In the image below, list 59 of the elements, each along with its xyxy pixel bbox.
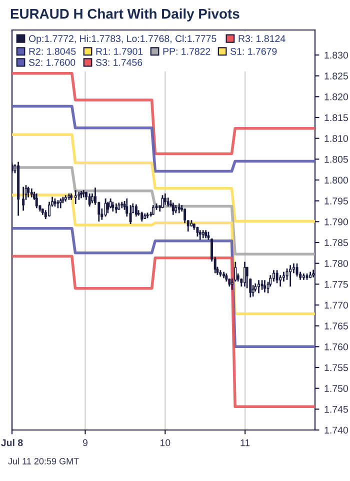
candlestick [263, 280, 266, 292]
candlestick [114, 203, 118, 214]
candlestick [249, 278, 252, 298]
candlestick [178, 203, 180, 214]
y-tick-label: 1.830 [324, 52, 348, 59]
y-tick-label: 1.810 [324, 135, 348, 142]
legend-label: S2: 1.7600 [28, 59, 76, 66]
y-tick-label: 1.775 [324, 281, 348, 288]
y-tick-label: 1.780 [324, 260, 348, 267]
text: Jul 11 20:59 GMT [8, 458, 79, 464]
candlestick [279, 275, 282, 287]
candlestick [74, 190, 77, 204]
x-tick-label: 9 [83, 439, 88, 446]
legend-label: R2: 1.8045 [29, 48, 76, 55]
y-tick-label: 1.790 [324, 218, 348, 226]
candlestick [198, 230, 202, 240]
candlestick [30, 188, 33, 198]
y-tick-label: 1.740 [324, 426, 348, 434]
candlestick [59, 198, 62, 208]
y-tick-label: 1.820 [324, 93, 348, 100]
legend-label: PP: 1.7822 [163, 48, 210, 55]
y-tick-label: 1.825 [324, 72, 348, 80]
y-tick-label: 1.805 [324, 156, 348, 163]
y-tick-label: 1.765 [324, 322, 348, 330]
candlestick [129, 205, 132, 224]
candlestick [22, 186, 25, 211]
candlestick [27, 186, 30, 198]
candlestick [104, 198, 107, 217]
candlestick [164, 193, 166, 205]
x-tick-label: Jul 8 [1, 439, 23, 446]
y-tick-label: 1.750 [324, 385, 348, 392]
legend-label: Op:1.7772, Hi:1.7783, Lo:1.7768, Cl:1.7775 [28, 34, 216, 44]
chart-title: EURAUD H Chart With Daily Pivots [10, 8, 240, 22]
candlestick [260, 280, 264, 290]
y-tick-label: 1.815 [324, 114, 348, 122]
candlestick [134, 204, 138, 217]
legend-label: R3: 1.8124 [238, 35, 286, 42]
y-tick-label: 1.755 [324, 364, 348, 372]
y-tick-label: 1.760 [324, 343, 348, 350]
candlestick [106, 202, 110, 214]
y-tick-label: 1.800 [324, 176, 348, 184]
legend-label: S3: 1.7456 [96, 59, 142, 66]
legend-label: R1: 1.7901 [96, 48, 143, 55]
y-tick-label: 1.745 [324, 406, 348, 413]
candlestick [276, 270, 278, 284]
candlestick [243, 262, 246, 287]
y-tick-label: 1.770 [324, 302, 348, 309]
candlestick [35, 193, 38, 208]
x-tick-label: 11 [240, 439, 250, 446]
legend-label: S1: 1.7679 [230, 48, 277, 55]
candlestick [88, 193, 91, 207]
candlestick [172, 202, 174, 215]
candlestick [82, 190, 85, 198]
x-tick-label: 10 [160, 439, 170, 446]
candlestick [80, 190, 83, 198]
y-tick-label: 1.795 [324, 198, 348, 204]
candlestick [161, 195, 164, 208]
candlestick [257, 280, 260, 294]
y-tick-label: 1.785 [324, 239, 348, 246]
